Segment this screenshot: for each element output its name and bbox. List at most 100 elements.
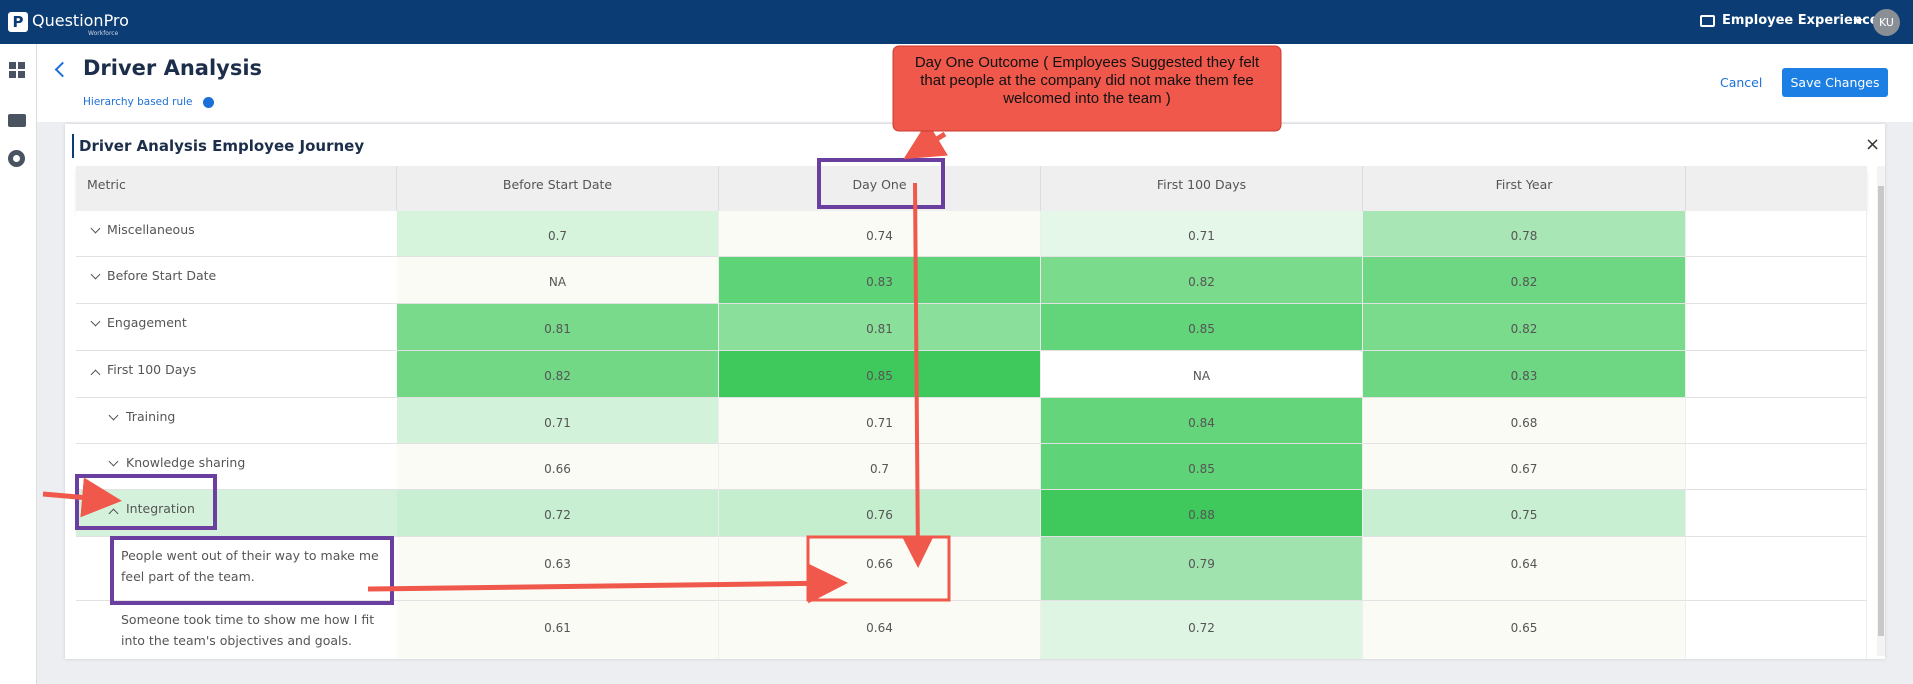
value-cell: 0.85 [1041,444,1363,490]
panel: Driver Analysis Employee Journey × Metri… [65,124,1885,659]
value-cell: 0.78 [1363,211,1686,257]
value-cell: 0.74 [719,211,1041,257]
value-cell: 0.64 [719,601,1041,659]
empty-cell [1686,398,1867,444]
logo[interactable]: QuestionPro [32,11,129,30]
value-cell: 0.66 [397,444,719,490]
column-header: Day One [719,166,1041,211]
row-label: People went out of their way to make me … [121,548,379,584]
scroll-thumb[interactable] [1878,186,1884,636]
value-cell: 0.79 [1041,537,1363,601]
close-button[interactable]: × [1865,134,1881,155]
value-cell: 0.76 [719,490,1041,537]
row-label-cell [76,257,397,304]
row-label-cell [76,444,397,490]
value-cell: 0.83 [719,257,1041,304]
column-header: First 100 Days [1041,166,1363,211]
empty-cell [1686,257,1867,304]
value-cell: 0.61 [397,601,719,659]
row-label: Engagement [107,315,187,330]
value-cell: 0.82 [1363,257,1686,304]
value-cell: 0.7 [397,211,719,257]
arrow [367,563,848,604]
value-cell: 0.85 [719,351,1041,398]
folder-icon[interactable] [8,114,26,127]
empty-cell [1686,537,1867,601]
value-cell: 0.88 [1041,490,1363,537]
value-cell: 0.83 [1363,351,1686,398]
empty-cell [1686,490,1867,537]
value-cell: 0.82 [1041,257,1363,304]
column-header: Before Start Date [397,166,719,211]
row-label: Miscellaneous [107,222,195,237]
empty-cell [1686,304,1867,351]
avatar[interactable]: KU [1873,9,1900,36]
value-cell: 0.72 [397,490,719,537]
settings-icon[interactable] [8,150,25,167]
value-cell: 0.71 [397,398,719,444]
value-cell: 0.71 [1041,211,1363,257]
value-cell: 0.71 [719,398,1041,444]
value-cell: 0.75 [1363,490,1686,537]
value-cell: 0.67 [1363,444,1686,490]
value-cell: 0.84 [1041,398,1363,444]
callout-box [892,45,1282,132]
empty-cell [1686,351,1867,398]
page-title: Driver Analysis [83,56,263,80]
value-cell: 0.82 [397,351,719,398]
value-cell: 0.85 [1041,304,1363,351]
value-cell: 0.82 [1363,304,1686,351]
row-label-cell [76,351,397,398]
column-header: First Year [1363,166,1686,211]
row-label: Knowledge sharing [126,455,246,470]
highlight-box [817,158,945,209]
row-label-cell [76,398,397,444]
rule-link[interactable]: Hierarchy based rule [83,96,192,108]
row-label-cell [76,304,397,351]
row-label-cell [76,601,397,659]
logo-icon: P [8,12,28,32]
empty-cell [1686,601,1867,659]
scrollbar [1877,166,1885,656]
empty-cell [1686,444,1867,490]
cancel-button[interactable]: Cancel [1720,75,1763,90]
help-icon[interactable] [203,97,214,108]
row-label: Before Start Date [107,268,217,283]
value-cell: 0.66 [719,537,1041,601]
caret [1853,19,1863,24]
row-label-cell [76,537,397,601]
highlight-box [110,536,394,605]
dashboard-icon[interactable] [9,62,25,78]
row-label: Training [126,409,176,424]
row-label: Integration [126,501,195,516]
row-label: First 100 Days [107,362,197,377]
top-bar: P QuestionPro Workforce Employee Experie… [0,0,1913,44]
callout-text: Day One Outcome ( Employees Suggested th… [914,54,1260,107]
value-cell: 0.81 [719,304,1041,351]
row-label: Someone took time to show me how I fit i… [121,612,375,648]
logo-sub: Workforce [88,30,119,37]
value-cell: 0.65 [1363,601,1686,659]
value-cell: 0.72 [1041,601,1363,659]
arrow [903,121,949,160]
value-cell: 0.81 [397,304,719,351]
value-cell: 0.68 [1363,398,1686,444]
value-cell: 0.7 [719,444,1041,490]
product-switcher[interactable]: Employee Experience [1722,13,1879,28]
product-icon [1700,15,1715,27]
sidebar [0,44,37,684]
rule-text: Hierarchy based rule [83,96,193,108]
arrow [901,182,934,568]
title-accent [72,134,74,158]
highlight-box [75,474,217,530]
panel-title: Driver Analysis Employee Journey [79,137,365,155]
value-cell: 0.64 [1363,537,1686,601]
highlight-box [806,535,951,602]
row-label-cell [76,211,397,257]
value-cell: NA [397,257,719,304]
column-header: Metric [76,166,397,211]
arrow [42,477,122,518]
save-button[interactable]: Save Changes [1782,68,1888,97]
